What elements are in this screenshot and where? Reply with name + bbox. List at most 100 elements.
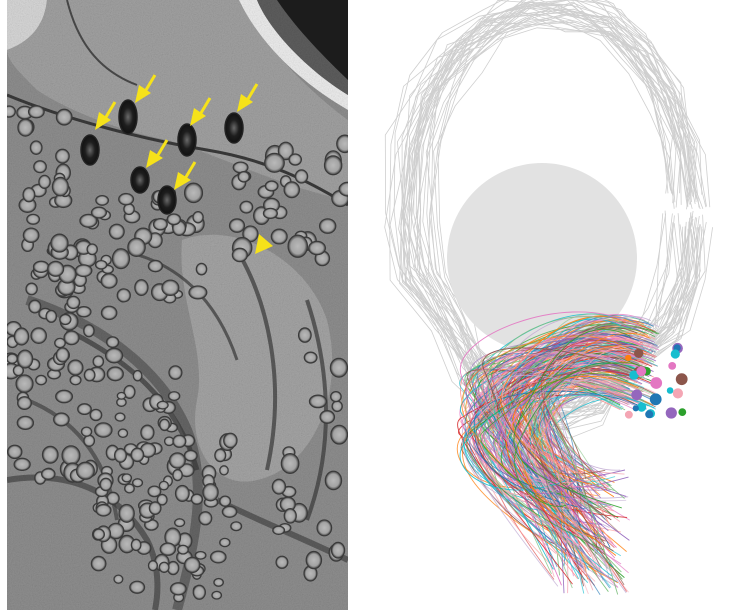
soma-dots [624, 342, 688, 419]
vesicle [16, 415, 35, 431]
soma-dot [625, 354, 632, 362]
vesicle [330, 390, 342, 403]
soma-dot [624, 411, 632, 418]
vesicle [17, 118, 34, 137]
dense-core-vesicles [80, 99, 244, 215]
vesicle [174, 518, 186, 528]
vesicle [90, 206, 108, 219]
yellow-arrowhead [255, 234, 273, 254]
vesicle [161, 279, 180, 296]
vesicle [95, 194, 110, 206]
soma-dot [637, 402, 647, 412]
vesicle [114, 412, 126, 422]
vesicle [51, 176, 69, 197]
vesicle [100, 305, 118, 321]
arrow-icon [95, 101, 117, 130]
vesicle [75, 461, 95, 480]
vesicle [83, 324, 95, 338]
vesicle [305, 550, 323, 570]
vesicle [16, 349, 34, 369]
vesicle [45, 309, 58, 323]
vesicle [168, 365, 183, 380]
vesicle [277, 141, 294, 161]
vesicle [118, 503, 135, 523]
vesicle [211, 590, 223, 600]
vesicle [7, 105, 16, 118]
vesicle [198, 511, 213, 526]
neurite-trace [533, 365, 629, 555]
vesicle [272, 525, 286, 536]
vesicle [168, 452, 186, 469]
soma-dot [632, 405, 639, 412]
vesicle [123, 384, 136, 399]
vesicle [318, 218, 337, 234]
neurite-trace [473, 390, 647, 509]
vesicle [63, 330, 80, 346]
vesicle [172, 468, 183, 482]
vesicle [55, 108, 73, 126]
vesicle [106, 336, 120, 349]
vesicle [117, 428, 129, 439]
arrow-icon [135, 74, 157, 103]
vesicle [7, 353, 19, 365]
vesicle [69, 374, 82, 386]
vesicle [331, 400, 343, 413]
vesicle [174, 484, 190, 503]
vesicle [214, 448, 227, 463]
vesicle-cluster [7, 105, 348, 603]
vesicle [330, 541, 346, 559]
vesicle [158, 480, 170, 491]
arrow-icon [190, 97, 212, 126]
soma-dot [634, 348, 644, 358]
vesicle [113, 447, 127, 463]
neurite-trace [509, 319, 646, 539]
vesicle [221, 505, 238, 518]
vesicle [41, 445, 59, 464]
vesicle [92, 528, 105, 541]
vesicle [202, 483, 219, 502]
vesicle [27, 105, 45, 119]
vesicle [86, 243, 98, 256]
vesicle [106, 366, 124, 382]
vesicle [287, 234, 309, 258]
vesicle [231, 247, 248, 263]
vesicle [190, 493, 204, 505]
vesicle [113, 574, 124, 584]
vesicle [232, 161, 249, 174]
neurite-trace [487, 316, 631, 510]
vesicle [213, 577, 224, 587]
soma-dot [670, 349, 680, 359]
vesicle [77, 403, 92, 416]
vesicle [131, 478, 144, 488]
neurite-trace [531, 381, 651, 507]
nucleus [447, 163, 637, 353]
vesicle [40, 468, 56, 481]
neurite-trace [512, 375, 639, 540]
arrow-icon [174, 161, 197, 190]
em-micrograph [7, 0, 348, 610]
vesicle [219, 495, 232, 507]
vesicle [283, 508, 297, 524]
vesicle [167, 391, 181, 402]
vesicle [188, 285, 208, 300]
neurite-trace [495, 374, 636, 594]
vesicle [239, 200, 254, 214]
vesicle [195, 262, 208, 276]
vesicle [159, 418, 170, 432]
vesicle [94, 259, 108, 270]
vesicle [55, 148, 70, 164]
vesicle [223, 432, 238, 449]
vesicle [329, 357, 348, 378]
vesicle [271, 478, 287, 495]
vesicle [130, 447, 145, 463]
vesicle [111, 248, 131, 270]
neurite-trace [507, 332, 627, 497]
vesicle [92, 355, 105, 368]
vesicle [12, 364, 24, 377]
vesicle [283, 181, 301, 199]
neurite-trace [530, 388, 644, 568]
neurite-trace [513, 328, 631, 509]
neurite-trace [482, 347, 645, 521]
vesicle [183, 449, 198, 462]
vesicle [159, 542, 177, 556]
